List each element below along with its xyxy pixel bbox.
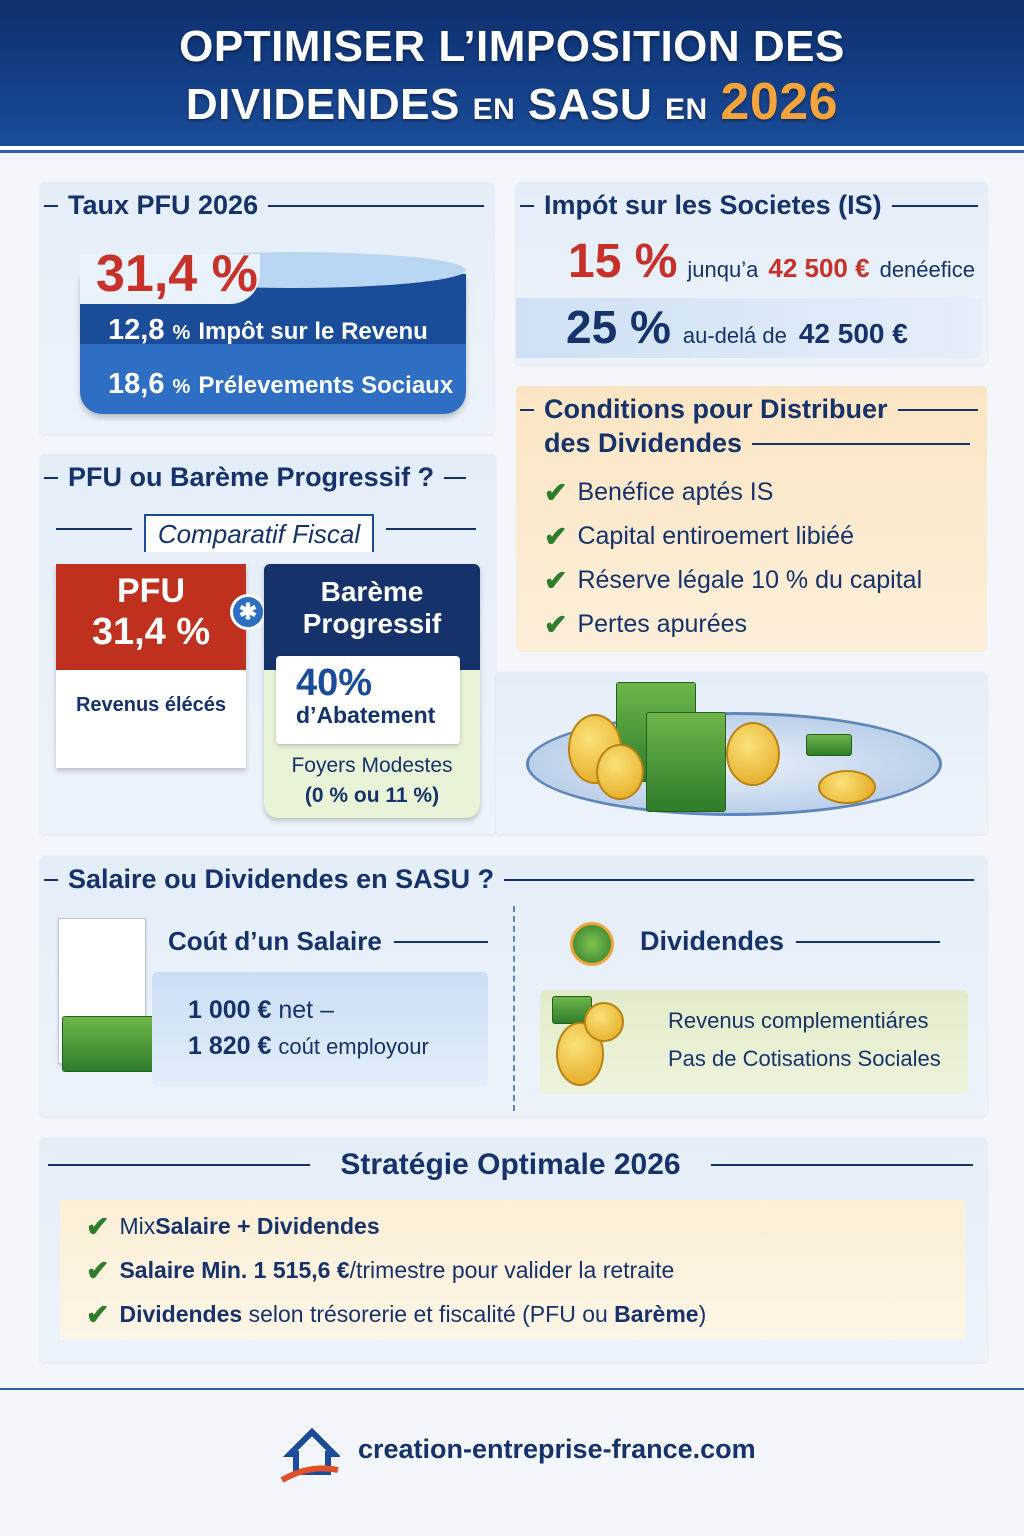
versus-icon: ✱ <box>230 594 266 630</box>
title-word: DIVIDENDES <box>185 80 460 129</box>
conditions-panel: Conditions pour Distribuer des Dividende… <box>516 386 987 652</box>
strategie-title: Stratégie Optimale 2026 <box>48 1148 973 1182</box>
pfu-row-ir: 12,8 % Impôt sur le Revenu <box>108 314 428 346</box>
money-illustration <box>496 672 987 834</box>
title-word: EN <box>472 93 516 126</box>
salaire-title: Salaire ou Dividendes en SASU ? <box>44 864 974 895</box>
conditions-list: ✔ Benéfice aptés IS ✔ Capital entiroemert … <box>544 470 922 646</box>
logo-icon <box>280 1424 342 1484</box>
pfu-card-note: Revenus élécés <box>75 694 227 716</box>
is-row-25: 25 % au-delá de 42 500 € <box>516 298 981 358</box>
conditions-title-2: des Dividendes <box>544 428 970 459</box>
condition-item: ✔ Capital entiroemert libiéé <box>544 520 854 552</box>
dividends-icon <box>570 922 614 966</box>
strategie-panel: Stratégie Optimale 2026 ✔ Mix Salaire + D… <box>40 1138 987 1362</box>
is-title: Impót sur les Societes (IS) <box>520 190 978 221</box>
abattement-box: 40% d’Abatement <box>276 656 460 744</box>
foyers-label: Foyers Modestes <box>291 754 453 777</box>
comparatif-title: PFU ou Barème Progressif ? <box>44 462 484 493</box>
pfu-total-rate: 31,4 % <box>96 245 258 303</box>
bareme-label: Barème <box>320 576 424 607</box>
check-icon: ✔ <box>86 1254 110 1286</box>
title-word: SASU <box>528 80 653 129</box>
pfu-row-ps: 18,6 % Prélevements Sociaux <box>108 368 454 400</box>
strategie-item: ✔ Dividendes selon trésorerie et fiscalit… <box>86 1298 707 1330</box>
is-panel: Impót sur les Societes (IS) 15 % junqu’a… <box>516 182 987 364</box>
dividends-box: Revenus complementiáres Pas de Cotisatio… <box>540 990 968 1094</box>
pfu-card-rate: 31,4 % <box>91 611 211 653</box>
condition-item: ✔ Pertes apurées <box>544 608 748 640</box>
header-banner: OPTIMISER L’IMPOSITION DES DIVIDENDES EN… <box>0 0 1024 150</box>
bareme-label: Progressif <box>302 608 442 639</box>
footer-site-link[interactable]: creation-entreprise-france.com <box>358 1434 756 1464</box>
pfu-card: PFU 31,4 % Revenus élécés <box>56 564 246 768</box>
title-word: EN <box>664 93 708 126</box>
check-icon: ✔ <box>544 608 568 640</box>
footer-divider <box>0 1388 1024 1390</box>
condition-item: ✔ Benéfice aptés IS <box>544 476 774 508</box>
check-icon: ✔ <box>544 476 568 508</box>
title-line-1: OPTIMISER L’IMPOSITION DES <box>179 22 845 71</box>
bareme-card: Barème Progressif 40% d’Abatement Foyers… <box>264 564 480 818</box>
pfu-card-label: PFU <box>117 572 185 610</box>
comparatif-panel: PFU ou Barème Progressif ? Comparatif Fi… <box>40 454 496 834</box>
conditions-title: Conditions pour Distribuer <box>520 394 978 425</box>
pfu-breakdown-box: 12,8 % Impôt sur le Revenu 18,6 % Prélev… <box>80 252 466 414</box>
title-year: 2026 <box>720 73 839 131</box>
foyers-rates: (0 % ou 11 %) <box>304 784 440 807</box>
pfu-title: Taux PFU 2026 <box>44 190 484 221</box>
dividends-benefit: Pas de Cotisations Sociales <box>668 1046 941 1071</box>
strategie-item: ✔ Mix Salaire + Dividendes <box>86 1210 380 1242</box>
is-row-15: 15 % junqu’a 42 500 € denéefice <box>568 235 975 288</box>
pfu-panel: Taux PFU 2026 12,8 % Impôt sur le Revenu… <box>40 182 494 434</box>
strategie-item: ✔ Salaire Min. 1 515,6 €/trimestre pour v… <box>86 1254 675 1286</box>
strategie-list: ✔ Mix Salaire + Dividendes ✔ Salaire Min. … <box>60 1200 965 1340</box>
dividends-benefit: Revenus complementiáres <box>668 1008 929 1033</box>
comparatif-subtitle: Comparatif Fiscal <box>144 514 374 552</box>
check-icon: ✔ <box>544 520 568 552</box>
dividends-title: Dividendes <box>640 926 940 957</box>
check-icon: ✔ <box>544 564 568 596</box>
salary-cost-title: Coút d’un Salaire <box>168 926 488 957</box>
check-icon: ✔ <box>86 1210 110 1242</box>
check-icon: ✔ <box>86 1298 110 1330</box>
title-line-2: DIVIDENDES EN SASU EN 2026 <box>0 72 1024 132</box>
salaire-panel: Salaire ou Dividendes en SASU ? Coút d’u… <box>40 856 987 1116</box>
salary-cost-box: 1 000 € net – 1 820 € coút employour <box>152 972 488 1086</box>
condition-item: ✔ Réserve légale 10 % du capital <box>544 564 923 596</box>
